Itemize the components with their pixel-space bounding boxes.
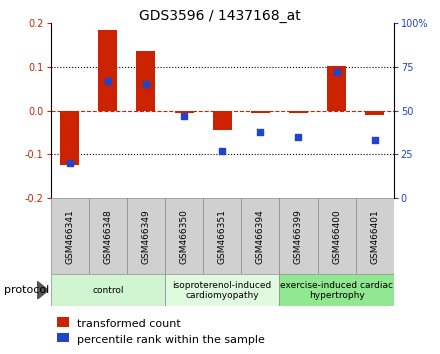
Bar xyxy=(241,198,279,274)
Point xyxy=(66,160,73,166)
Bar xyxy=(51,198,89,274)
Text: transformed count: transformed count xyxy=(77,319,181,329)
Point xyxy=(371,138,378,143)
Point xyxy=(143,81,150,87)
Bar xyxy=(98,30,117,110)
Text: GSM466400: GSM466400 xyxy=(332,209,341,264)
Bar xyxy=(213,110,232,130)
Text: GSM466399: GSM466399 xyxy=(294,209,303,264)
Bar xyxy=(318,198,356,274)
Bar xyxy=(289,110,308,113)
Bar xyxy=(165,274,279,306)
Text: control: control xyxy=(92,286,124,295)
Bar xyxy=(356,198,394,274)
Bar xyxy=(175,110,194,113)
Polygon shape xyxy=(37,281,48,299)
Text: GSM466348: GSM466348 xyxy=(103,209,112,264)
Point xyxy=(257,129,264,135)
Text: exercise-induced cardiac
hypertrophy: exercise-induced cardiac hypertrophy xyxy=(280,281,393,300)
Bar xyxy=(327,67,346,110)
Text: GSM466341: GSM466341 xyxy=(65,209,74,264)
Bar xyxy=(365,110,384,115)
Text: GSM466349: GSM466349 xyxy=(141,209,150,264)
Bar xyxy=(136,51,155,110)
Bar xyxy=(60,110,79,165)
Point xyxy=(180,113,187,119)
Point xyxy=(104,78,111,84)
Bar xyxy=(89,198,127,274)
Point xyxy=(295,134,302,140)
Text: isoproterenol-induced
cardiomyopathy: isoproterenol-induced cardiomyopathy xyxy=(172,281,272,300)
Text: protocol: protocol xyxy=(4,285,50,295)
Text: percentile rank within the sample: percentile rank within the sample xyxy=(77,335,265,345)
Text: GDS3596 / 1437168_at: GDS3596 / 1437168_at xyxy=(139,9,301,23)
Bar xyxy=(251,110,270,113)
Text: GSM466394: GSM466394 xyxy=(256,209,265,264)
Bar xyxy=(127,198,165,274)
Point xyxy=(333,69,340,75)
Text: GSM466351: GSM466351 xyxy=(218,209,227,264)
Bar xyxy=(203,198,241,274)
Bar xyxy=(279,274,394,306)
Bar xyxy=(51,274,165,306)
Text: GSM466350: GSM466350 xyxy=(180,209,189,264)
Bar xyxy=(165,198,203,274)
Bar xyxy=(279,198,318,274)
Text: GSM466401: GSM466401 xyxy=(370,209,379,264)
Point xyxy=(219,148,226,154)
